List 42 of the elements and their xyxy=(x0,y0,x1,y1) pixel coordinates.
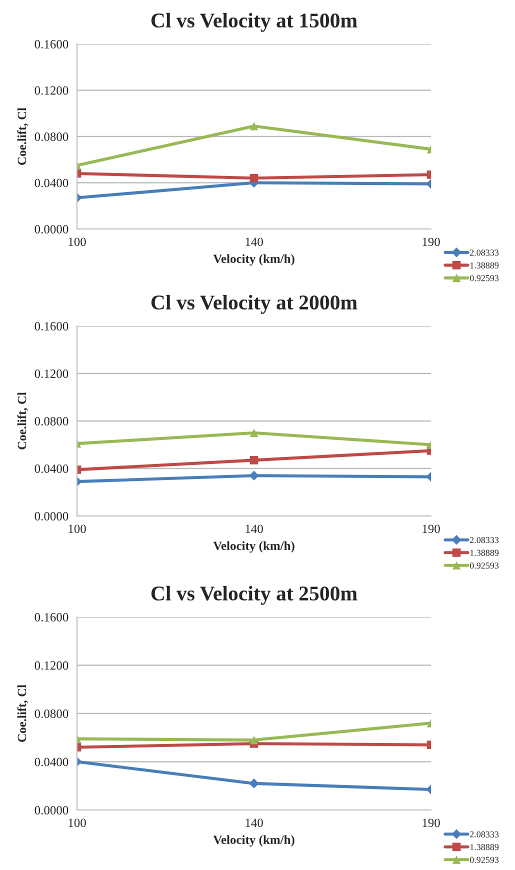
y-tick-label: 0.1600 xyxy=(34,322,68,331)
x-axis-title: Velocity (km/h) xyxy=(213,835,294,847)
y-axis-title: Coe.lift, Cl xyxy=(17,392,28,450)
y-axis-title: Coe.lift, Cl xyxy=(17,108,28,165)
chart-title: Cl vs Velocity at 1500m xyxy=(151,12,358,32)
x-tick-label: 100 xyxy=(68,524,86,534)
chart-title: Cl vs Velocity at 2500m xyxy=(151,586,358,605)
y-tick-label: 0.0400 xyxy=(34,178,68,188)
y-tick-label: 0.0000 xyxy=(34,225,68,234)
legend-label: 2.08333 xyxy=(470,831,499,838)
legend-label: 2.08333 xyxy=(470,250,499,256)
y-tick-label: 0.0000 xyxy=(34,806,68,815)
y-tick-label: 0.1200 xyxy=(34,370,68,378)
chart-title: Cl vs Velocity at 2000m xyxy=(151,294,358,314)
legend-label: 1.38889 xyxy=(470,262,499,268)
y-tick-label: 0.0400 xyxy=(34,464,68,474)
legend-label: 0.92593 xyxy=(470,856,499,863)
x-tick-label: 140 xyxy=(246,524,263,534)
y-tick-label: 0.1600 xyxy=(34,40,68,49)
legend-label: 2.08333 xyxy=(470,537,499,544)
x-axis-title: Velocity (km/h) xyxy=(213,254,294,266)
x-tick-label: 190 xyxy=(422,818,440,828)
y-tick-label: 0.0400 xyxy=(34,758,68,766)
legend-label: 1.38889 xyxy=(470,550,499,556)
x-axis-title: Velocity (km/h) xyxy=(213,541,294,553)
y-tick-label: 0.0800 xyxy=(34,132,68,142)
y-tick-label: 0.0000 xyxy=(34,512,68,521)
x-tick-label: 190 xyxy=(422,524,440,534)
legend-label: 1.38889 xyxy=(470,844,499,850)
legend-label: 0.92593 xyxy=(470,562,499,569)
y-tick-label: 0.0800 xyxy=(34,417,68,426)
y-tick-label: 0.0800 xyxy=(34,710,68,718)
x-tick-label: 100 xyxy=(68,238,86,246)
x-tick-label: 140 xyxy=(246,818,263,828)
y-tick-label: 0.1200 xyxy=(34,86,68,95)
x-tick-label: 100 xyxy=(68,818,86,828)
y-tick-label: 0.1600 xyxy=(34,613,68,622)
x-tick-label: 190 xyxy=(422,238,440,246)
x-tick-label: 140 xyxy=(246,238,263,246)
legend-label: 0.92593 xyxy=(470,275,499,282)
y-tick-label: 0.1200 xyxy=(34,661,68,670)
y-axis-title: Coe.lift, Cl xyxy=(17,684,28,742)
